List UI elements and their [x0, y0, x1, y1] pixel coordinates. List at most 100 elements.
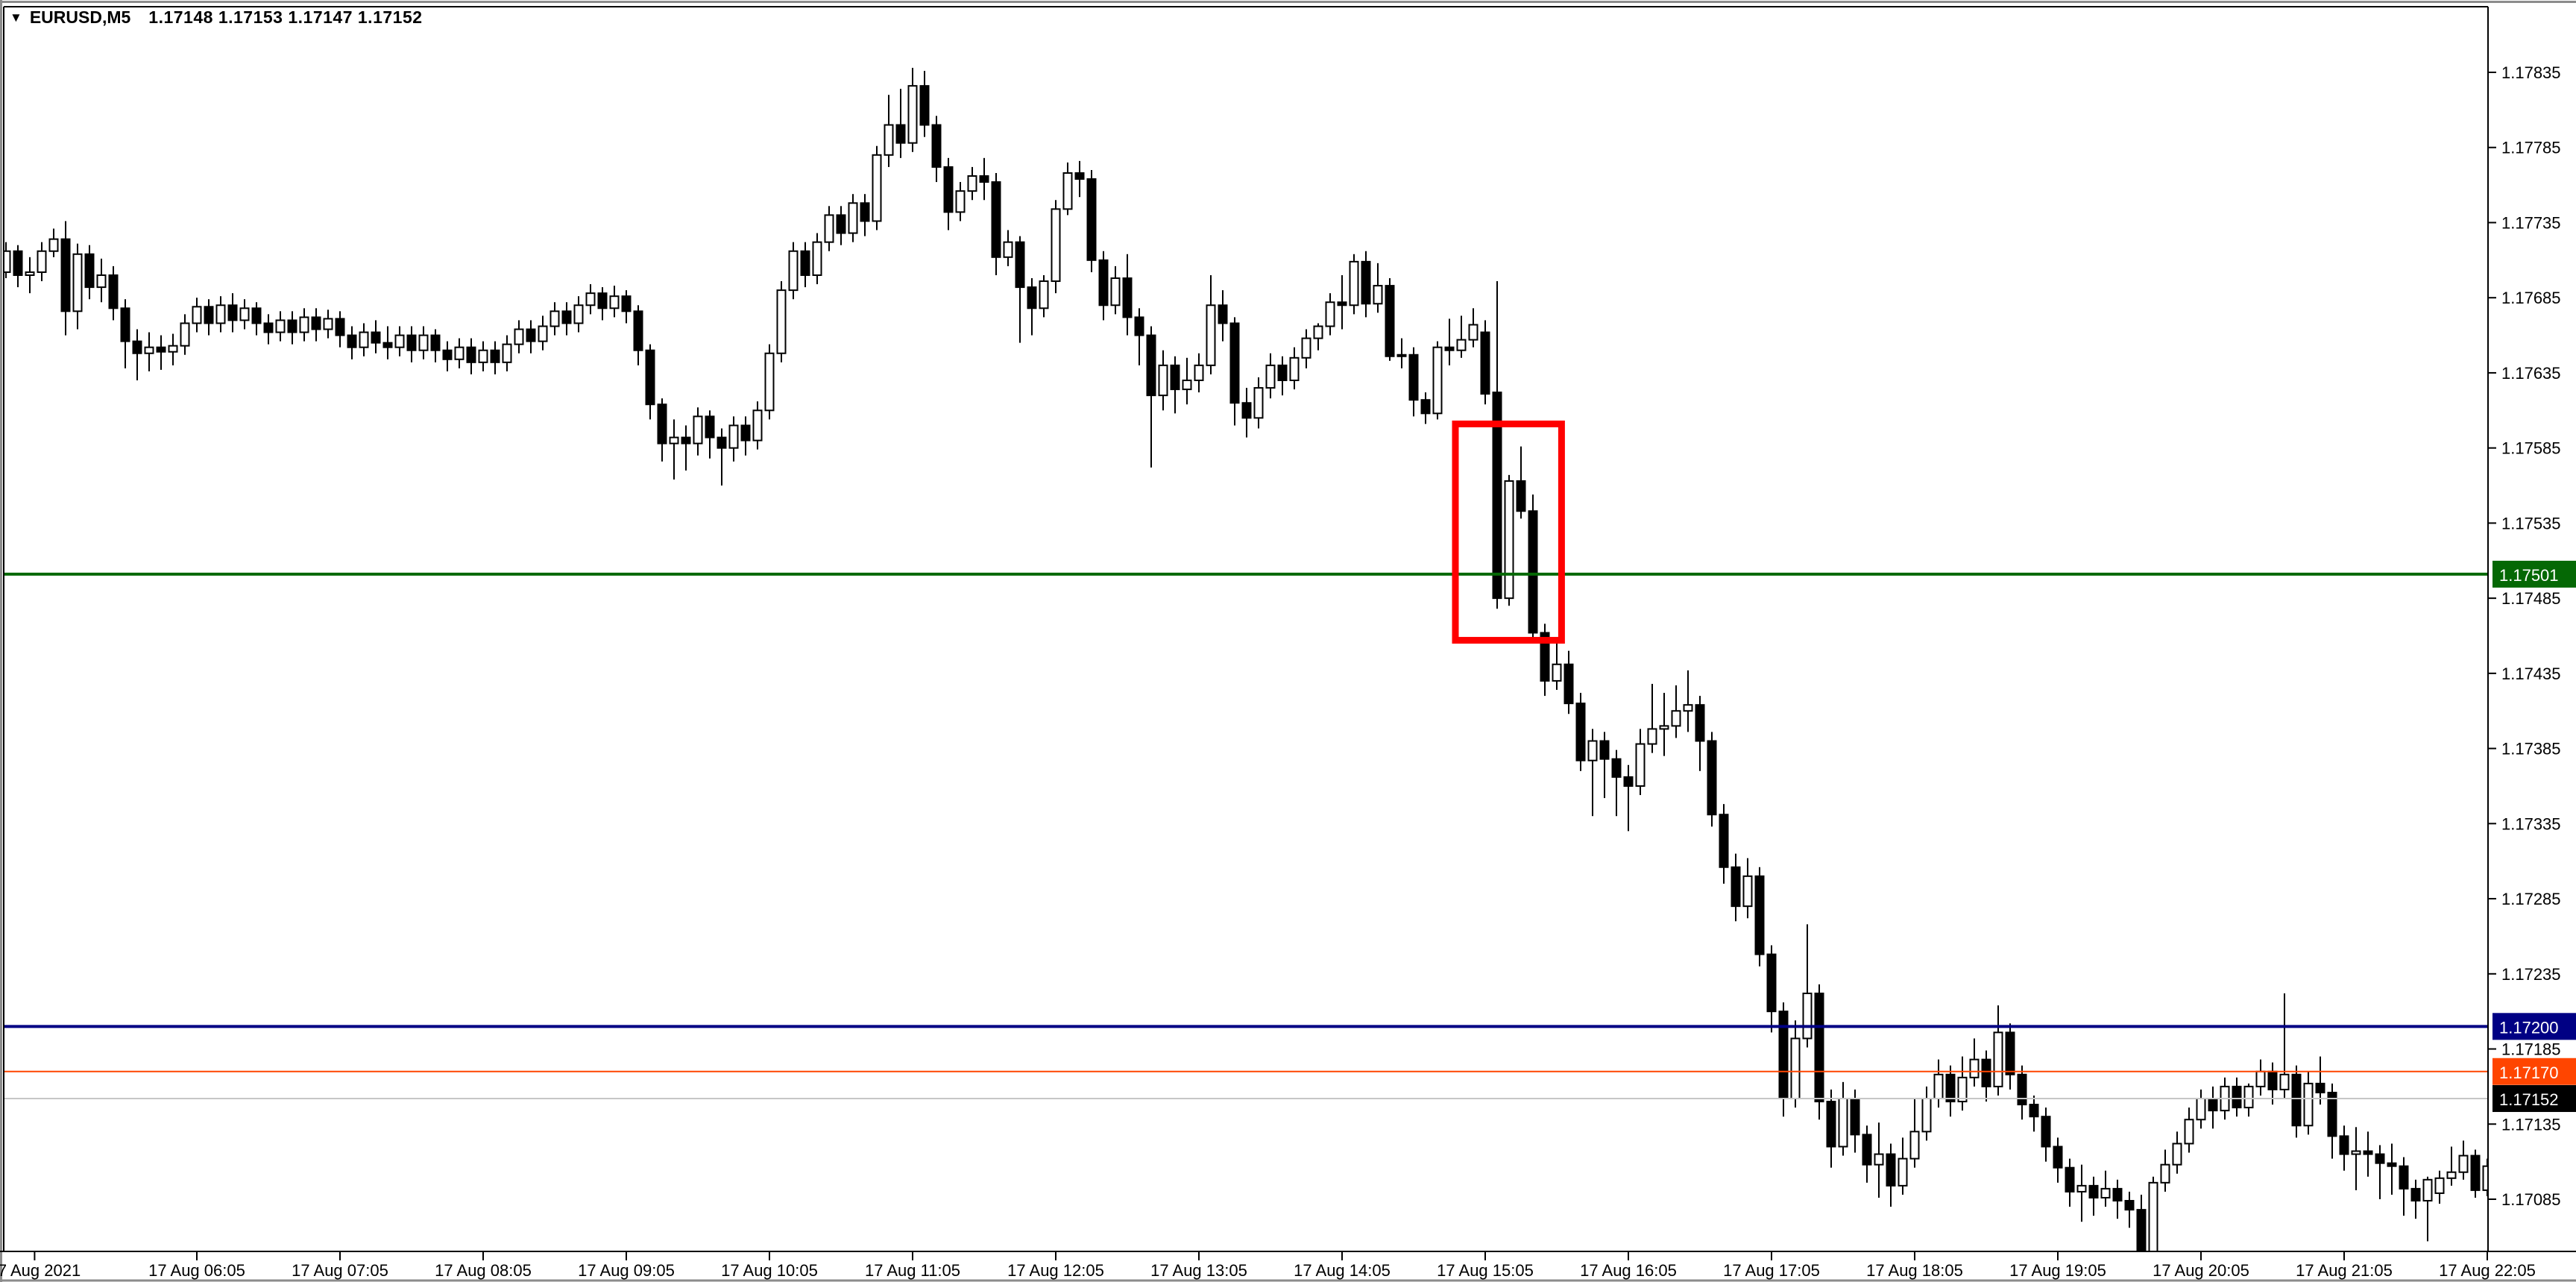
- candle: [2076, 1164, 2087, 1222]
- candle: [120, 299, 130, 368]
- candle: [1289, 347, 1300, 390]
- candle: [1408, 347, 1419, 417]
- price-tick-label: 1.17285: [2501, 890, 2561, 908]
- candle: [1086, 169, 1097, 272]
- candle: [478, 341, 488, 371]
- candle: [609, 286, 620, 318]
- candle: [1396, 338, 1407, 368]
- candle: [2291, 1065, 2302, 1138]
- time-tick-label: 17 Aug 10:05: [721, 1261, 818, 1280]
- candle: [1039, 274, 1049, 318]
- candle: [919, 70, 930, 137]
- candle: [37, 242, 47, 282]
- orange-level-tag: 1.17170: [2492, 1058, 2576, 1085]
- candle: [824, 206, 834, 251]
- candle: [907, 67, 918, 152]
- candle: [239, 299, 250, 330]
- candle: [836, 206, 846, 245]
- candle: [156, 335, 166, 370]
- candle: [60, 221, 71, 336]
- symbol-period-label: EURUSD,M5: [29, 7, 131, 27]
- time-tick-label: 17 Aug 22:05: [2439, 1261, 2536, 1280]
- candle: [1492, 281, 1502, 609]
- candle: [215, 296, 226, 333]
- price-tag-label: 1.17200: [2499, 1018, 2559, 1037]
- candle: [812, 233, 822, 285]
- candle: [2232, 1077, 2242, 1117]
- candle: [1886, 1143, 1896, 1207]
- candle: [585, 284, 596, 315]
- candle: [1599, 732, 1610, 799]
- price-tick-label: 1.17735: [2501, 213, 2561, 232]
- candle: [96, 258, 107, 303]
- time-tick-label: 17 Aug 14:05: [1294, 1261, 1391, 1280]
- candle: [669, 419, 679, 480]
- candle: [1158, 350, 1168, 411]
- candle: [2470, 1149, 2481, 1198]
- time-tick-label: 17 Aug 21:05: [2296, 1261, 2393, 1280]
- candle: [991, 172, 1001, 275]
- time-tick-label: 17 Aug 17:05: [1723, 1261, 1820, 1280]
- red-highlight-box[interactable]: [1452, 420, 1565, 644]
- chart-title: ▼ EURUSD,M5 1.17148 1.17153 1.17147 1.17…: [10, 7, 423, 28]
- candle: [1003, 230, 1013, 266]
- price-tick-label: 1.17635: [2501, 364, 2561, 383]
- chart-plot-area[interactable]: [2, 67, 2492, 1264]
- candle: [2351, 1127, 2361, 1190]
- candle: [633, 305, 643, 365]
- candle: [335, 311, 345, 348]
- price-tick-label: 1.17785: [2501, 139, 2561, 157]
- candle: [2315, 1056, 2325, 1105]
- candle: [549, 302, 560, 336]
- candle: [490, 341, 500, 374]
- candle: [1587, 729, 1598, 817]
- candle: [1182, 357, 1192, 405]
- candle: [597, 287, 608, 321]
- symbol-marker-icon[interactable]: ▼: [10, 10, 22, 25]
- candle: [1194, 353, 1204, 393]
- candle: [645, 344, 655, 420]
- candle: [1671, 685, 1681, 738]
- candle: [180, 314, 190, 355]
- candle: [1337, 274, 1347, 330]
- candle: [2422, 1176, 2433, 1242]
- price-tick-label: 1.17685: [2501, 289, 2561, 307]
- candle: [263, 314, 274, 345]
- candle: [299, 308, 309, 342]
- time-tick-label: 17 Aug 20:05: [2153, 1261, 2249, 1280]
- time-tick-label: 17 Aug 07:05: [292, 1261, 388, 1280]
- candle: [2184, 1107, 2194, 1153]
- price-axis[interactable]: 1.17835 1.17785 1.17735 1.17685 1.17635 1.175…: [2487, 7, 2576, 1251]
- candle: [371, 320, 381, 354]
- candle: [1015, 236, 1025, 343]
- candle: [1981, 1050, 1991, 1102]
- candle: [2410, 1179, 2421, 1219]
- candle: [2029, 1095, 2039, 1132]
- candle: [1468, 308, 1478, 348]
- price-tag-label: 1.17501: [2499, 566, 2559, 585]
- time-tick-label: 17 Aug 11:05: [865, 1261, 960, 1280]
- candle: [872, 145, 882, 230]
- candle: [1862, 1125, 1872, 1183]
- candle: [705, 410, 715, 459]
- candle: [2303, 1071, 2314, 1135]
- candle: [48, 228, 59, 257]
- candle: [168, 333, 178, 365]
- time-axis[interactable]: 17 Aug 2021 17 Aug 06:05 17 Aug 07:05 17 Au…: [0, 1251, 2576, 1280]
- time-tick-label: 17 Aug 18:05: [1866, 1261, 1963, 1280]
- price-tick-label: 1.17185: [2501, 1040, 2561, 1059]
- candle: [2041, 1107, 2051, 1162]
- candle: [1826, 1089, 1836, 1168]
- candle: [1480, 320, 1490, 405]
- candle: [466, 338, 476, 374]
- candle: [1635, 729, 1646, 796]
- candle: [454, 338, 465, 368]
- candle: [717, 428, 727, 486]
- candle: [1432, 341, 1443, 420]
- candle: [2279, 993, 2290, 1099]
- candle: [192, 298, 202, 333]
- candle: [538, 315, 548, 351]
- candle: [2458, 1140, 2469, 1180]
